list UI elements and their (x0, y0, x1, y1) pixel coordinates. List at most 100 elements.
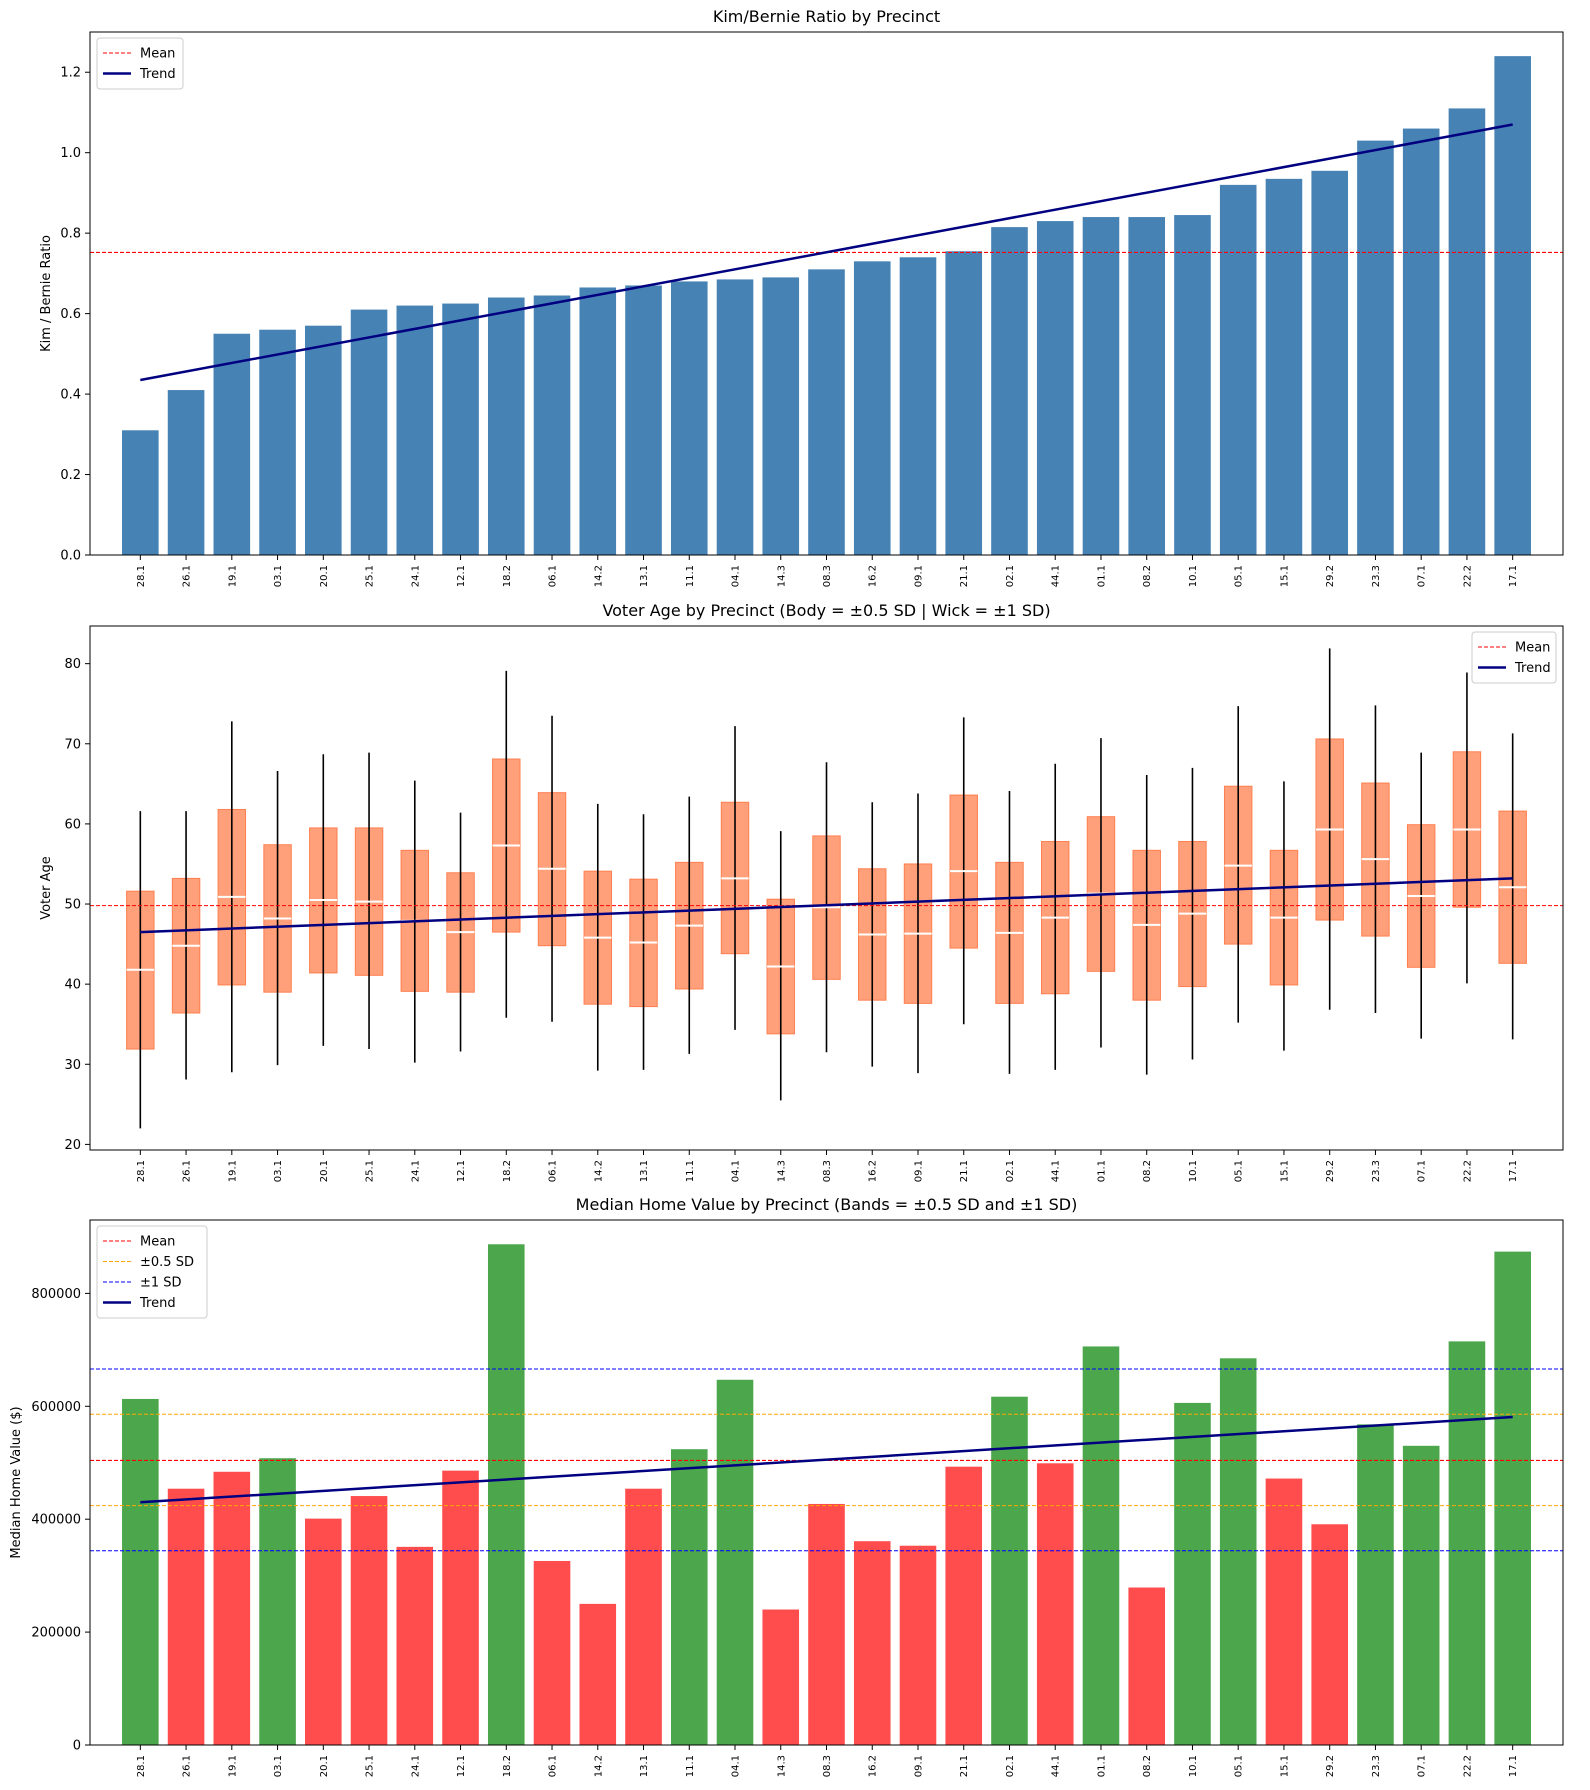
bar-23.3 (1357, 140, 1394, 555)
x-tick-label: 23.3 (1371, 565, 1382, 587)
x-tick-label: 44.1 (1051, 1160, 1062, 1182)
bar-11.1 (670, 1449, 708, 1745)
bar-19.1 (213, 1471, 251, 1745)
legend: Mean ±0.5 SD ±1 SD Trend (96, 1225, 208, 1319)
x-tick-label: 14.2 (593, 1160, 604, 1182)
y-tick-label: 0.4 (60, 388, 81, 403)
trend-line (140, 1415, 1513, 1504)
x-tick-label: 22.2 (1462, 1160, 1473, 1182)
legend-label: ±0.5 SD (140, 1255, 194, 1270)
bar-15.1 (1265, 178, 1303, 556)
bar-08.3 (808, 269, 845, 555)
y-tick-label: 80 (64, 657, 81, 672)
bar-44.1 (1036, 221, 1074, 556)
x-tick-label: 21.1 (959, 1755, 970, 1777)
x-tick-label: 21.1 (959, 565, 970, 587)
x-tick-label: 11.1 (685, 1755, 696, 1777)
bar-29.2 (1311, 1524, 1348, 1745)
bar-25.1 (350, 1496, 388, 1745)
bar-26.1 (167, 1488, 205, 1745)
bar-18.2 (487, 1244, 525, 1745)
bar-20.1 (305, 325, 342, 555)
bar-14.2 (579, 1603, 617, 1745)
x-tick-label: 29.2 (1325, 1755, 1336, 1777)
y-tick-label: 800000 (31, 1287, 81, 1302)
x-tick-label: 03.1 (273, 1755, 284, 1777)
bar-21.1 (945, 1466, 983, 1745)
chart-panel-2: Voter Age by Precinct (Body = ±0.5 SD | … (39, 601, 1564, 1182)
legend: Mean Trend (1471, 631, 1557, 684)
bar-14.2 (579, 287, 617, 555)
legend-label: Mean (1515, 641, 1550, 656)
bar-28.1 (122, 430, 159, 555)
y-tick-label: 1.2 (60, 66, 81, 81)
bar-07.1 (1402, 128, 1440, 556)
x-tick-label: 14.2 (593, 1755, 604, 1777)
x-tick-label: 19.1 (227, 1160, 238, 1182)
x-tick-label: 44.1 (1051, 565, 1062, 587)
y-tick-label: 60 (64, 817, 81, 832)
bar-16.2 (853, 261, 891, 555)
y-axis-label: Voter Age (39, 856, 54, 920)
x-tick-label: 15.1 (1279, 1160, 1290, 1182)
x-tick-label: 11.1 (685, 565, 696, 587)
x-tick-label: 09.1 (913, 1755, 924, 1777)
x-tick-label: 09.1 (913, 1160, 924, 1182)
bar-17.1 (1494, 56, 1531, 556)
x-tick-label: 13.1 (639, 1755, 650, 1777)
x-tick-label: 02.1 (1005, 1160, 1016, 1182)
x-tick-label: 16.2 (868, 1755, 879, 1777)
x-tick-label: 28.1 (136, 1755, 147, 1777)
legend-label: Trend (139, 1296, 176, 1311)
x-tick-label: 08.2 (1142, 565, 1153, 587)
x-tick-label: 03.1 (273, 1160, 284, 1182)
bar-15.1 (1265, 1478, 1303, 1745)
x-tick-label: 01.1 (1096, 565, 1107, 587)
bar-12.1 (442, 303, 479, 555)
bar-11.1 (670, 281, 708, 555)
bar-05.1 (1219, 1358, 1257, 1745)
x-tick-label: 11.1 (685, 1160, 696, 1182)
y-tick-label: 600000 (31, 1400, 81, 1415)
x-tick-label: 05.1 (1234, 1160, 1245, 1182)
bar-10.1 (1174, 1402, 1211, 1745)
x-tick-label: 13.1 (639, 565, 650, 587)
bar-10.1 (1174, 215, 1211, 556)
x-tick-label: 02.1 (1005, 565, 1016, 587)
bar-14.3 (762, 277, 800, 555)
legend-label: Trend (1514, 661, 1551, 676)
x-tick-label: 18.2 (502, 565, 513, 587)
x-tick-label: 04.1 (731, 1160, 742, 1182)
x-tick-label: 26.1 (182, 1755, 193, 1777)
x-tick-label: 20.1 (319, 1160, 330, 1182)
y-tick-label: 70 (64, 737, 81, 752)
x-tick-label: 17.1 (1508, 1160, 1519, 1182)
bar-25.1 (350, 309, 388, 555)
bar-21.1 (945, 251, 983, 555)
legend-box (1471, 631, 1557, 684)
trend-line (140, 877, 1513, 934)
bar-22.2 (1448, 108, 1486, 555)
bar-28.1 (122, 1398, 159, 1745)
x-tick-label: 06.1 (548, 565, 559, 587)
legend-label: Mean (140, 1235, 175, 1250)
bar-08.2 (1128, 217, 1166, 556)
bar-19.1 (213, 333, 251, 555)
x-tick-label: 29.2 (1325, 1160, 1336, 1182)
x-tick-label: 13.1 (639, 1160, 650, 1182)
x-tick-label: 19.1 (227, 1755, 238, 1777)
bar-23.3 (1357, 1424, 1394, 1745)
x-tick-label: 08.3 (822, 1160, 833, 1182)
x-tick-label: 07.1 (1417, 1755, 1428, 1777)
bar-07.1 (1402, 1445, 1440, 1745)
bar-04.1 (716, 1379, 754, 1745)
bar-05.1 (1219, 184, 1257, 555)
bar-44.1 (1036, 1463, 1074, 1745)
y-axis-label: Median Home Value ($) (9, 1406, 24, 1558)
x-tick-label: 22.2 (1462, 565, 1473, 587)
bar-09.1 (899, 1545, 937, 1745)
x-tick-label: 05.1 (1234, 565, 1245, 587)
bar-29.2 (1311, 170, 1348, 556)
y-tick-label: 0.8 (60, 227, 81, 242)
x-tick-label: 01.1 (1096, 1755, 1107, 1777)
